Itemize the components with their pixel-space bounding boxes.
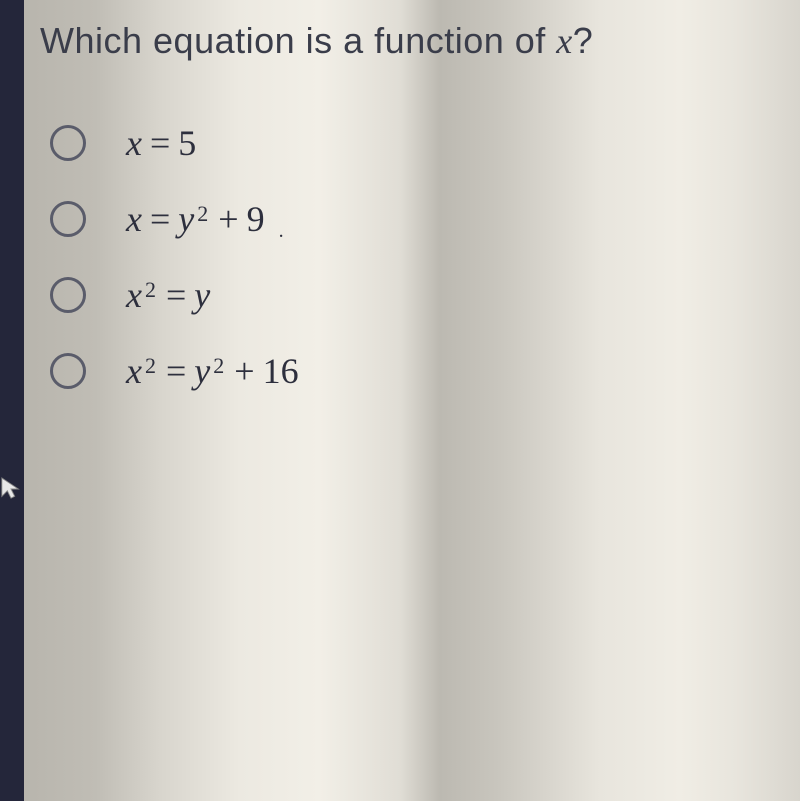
radio-button[interactable] xyxy=(50,277,86,313)
math-operator: + xyxy=(234,350,254,392)
option-expression: x=y2 +9. xyxy=(126,198,284,240)
math-operator: = xyxy=(150,122,170,164)
math-variable: x xyxy=(126,274,142,316)
math-variable: x xyxy=(126,198,142,240)
math-exponent: 2 xyxy=(145,353,156,379)
math-variable: x xyxy=(126,350,142,392)
option-row[interactable]: x2 =y xyxy=(50,274,770,316)
option-expression: x=5 xyxy=(126,122,196,164)
math-exponent: 2 xyxy=(197,201,208,227)
question-text: Which equation is a function of x? xyxy=(40,20,770,62)
option-row[interactable]: x=5 xyxy=(50,122,770,164)
question-variable: x xyxy=(556,21,572,61)
math-operator: + xyxy=(218,198,238,240)
trailing-period: . xyxy=(279,220,284,243)
math-number: 5 xyxy=(178,122,196,164)
radio-button[interactable] xyxy=(50,353,86,389)
options-list: x=5x=y2+9.x2=yx2=y2+16 xyxy=(50,122,770,392)
math-exponent: 2 xyxy=(145,277,156,303)
option-row[interactable]: x2=y2+16 xyxy=(50,350,770,392)
math-variable: y xyxy=(178,198,194,240)
option-row[interactable]: x=y2 +9. xyxy=(50,198,770,240)
question-block: Which equation is a function of x? x=5x=… xyxy=(40,20,770,426)
math-operator: = xyxy=(166,274,186,316)
math-operator: = xyxy=(150,198,170,240)
math-operator: = xyxy=(166,350,186,392)
radio-button[interactable] xyxy=(50,201,86,237)
radio-button[interactable] xyxy=(50,125,86,161)
math-number: 9 xyxy=(247,198,265,240)
math-variable: y xyxy=(194,274,210,316)
math-variable: y xyxy=(194,350,210,392)
option-expression: x2 =y xyxy=(126,274,210,316)
question-suffix: ? xyxy=(573,20,594,61)
question-prefix: Which equation is a function of xyxy=(40,20,556,61)
math-variable: x xyxy=(126,122,142,164)
math-number: 16 xyxy=(263,350,299,392)
option-expression: x2=y2+16 xyxy=(126,350,299,392)
window-left-edge xyxy=(0,0,24,801)
mouse-cursor-icon xyxy=(0,475,22,503)
math-exponent: 2 xyxy=(213,353,224,379)
